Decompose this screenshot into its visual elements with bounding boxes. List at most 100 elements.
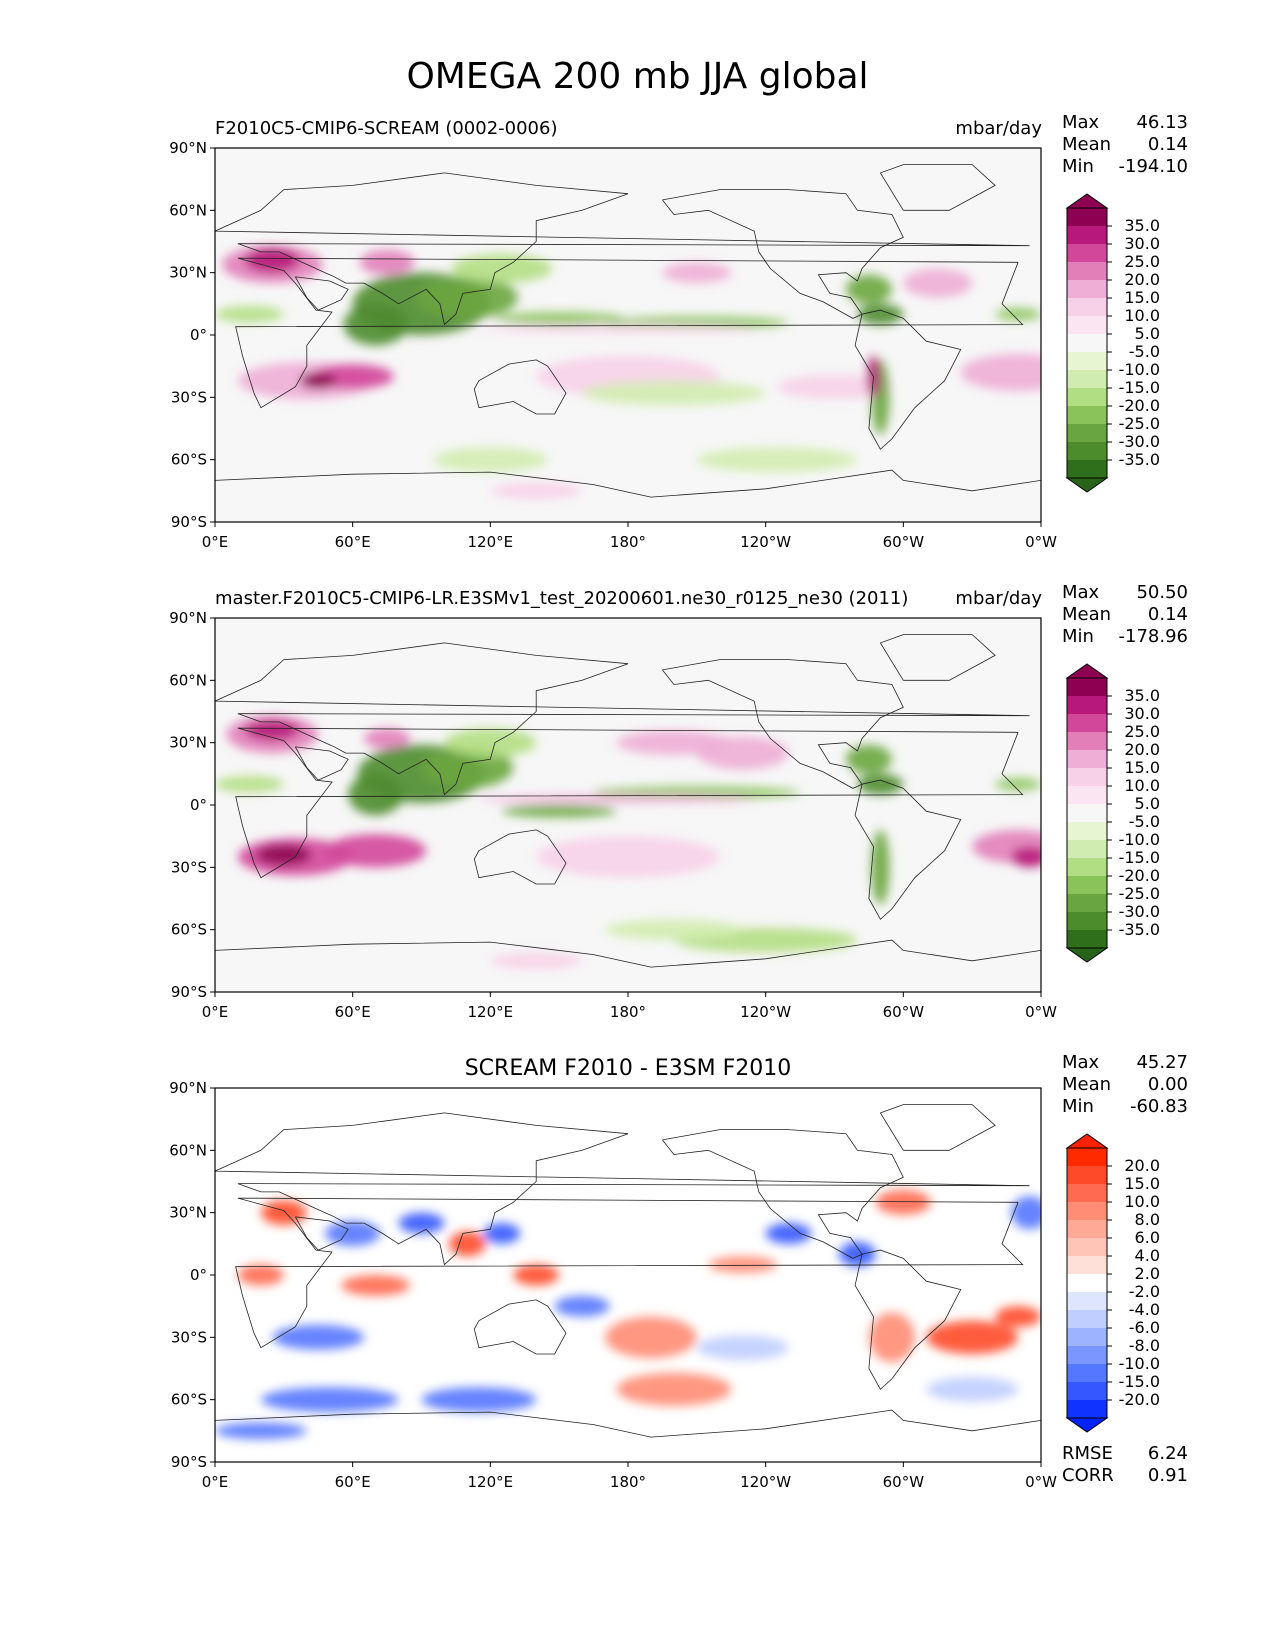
colorbar-segment	[1067, 1310, 1107, 1328]
colorbar-segment	[1067, 768, 1107, 786]
field-region	[260, 1387, 399, 1413]
colorbar-segment	[1067, 804, 1107, 822]
field-region	[708, 1256, 778, 1273]
colorbar-label: -10.0	[1119, 830, 1160, 849]
colorbar-segment	[1067, 1382, 1107, 1400]
panel-scream: F2010C5-CMIP6-SCREAM (0002-0006) mbar/da…	[0, 110, 1275, 580]
colorbar-label: -15.0	[1119, 848, 1160, 867]
coastline	[215, 469, 1041, 498]
x-tick-label: 0°W	[1025, 1003, 1057, 1021]
x-tick-label: 180°	[610, 1473, 646, 1491]
field-region	[605, 919, 743, 941]
x-tick-label: 60°W	[883, 1003, 925, 1021]
colorbar-label: -15.0	[1119, 1372, 1160, 1391]
coastline-layer	[215, 634, 1041, 968]
coastline	[215, 1409, 1041, 1438]
field-region	[777, 374, 892, 400]
coastline	[215, 172, 1030, 326]
colorbar-label: -4.0	[1129, 1300, 1160, 1319]
coastline	[662, 659, 904, 789]
colorbar-segment	[1067, 208, 1107, 226]
field-region	[926, 1320, 1019, 1354]
y-tick-label: 60°N	[169, 1141, 207, 1159]
colorbar-under-arrow	[1065, 477, 1109, 493]
coastline	[235, 727, 1024, 879]
colorbar-segment	[1067, 696, 1107, 714]
colorbar-segment	[1067, 388, 1107, 406]
colorbar-segment	[1067, 786, 1107, 804]
y-tick-label: 90°S	[171, 1453, 207, 1471]
field-region	[582, 380, 766, 406]
colorbar-frame	[1066, 677, 1108, 949]
stat-mean: Mean 0.14	[1062, 604, 1188, 625]
field-region	[995, 1306, 1041, 1327]
field-region	[364, 728, 411, 749]
field-region	[903, 268, 973, 298]
colorbar-segment	[1067, 912, 1107, 930]
colorbar-label: 20.0	[1124, 740, 1160, 759]
colorbar-segment	[1067, 1166, 1107, 1184]
colorbar-frame	[1066, 1147, 1108, 1419]
field-layer	[215, 164, 1041, 500]
field-region	[501, 805, 617, 818]
colorbar-under-arrow	[1065, 947, 1109, 963]
field-region	[1011, 1196, 1041, 1230]
colorbar-segment	[1067, 930, 1107, 948]
y-tick-label: 30°N	[169, 734, 207, 752]
colorbar-label: -5.0	[1129, 342, 1160, 361]
coastline	[854, 1249, 962, 1390]
map-plot: 90°N 60°N 30°N 0° 30°S 60°S 90°S 0°E 60°E 120°E 18…	[169, 610, 1160, 1021]
field-region	[995, 777, 1041, 791]
coastline	[473, 1299, 567, 1355]
coastline	[662, 1129, 904, 1259]
panel-title: F2010C5-CMIP6-SCREAM (0002-0006)	[215, 118, 558, 139]
stat-mean: Mean 0.00	[1062, 1074, 1188, 1095]
colorbar-segment	[1067, 876, 1107, 894]
field-region	[215, 305, 284, 323]
colorbar-segment	[1067, 894, 1107, 912]
colorbar-label: 15.0	[1124, 1174, 1160, 1193]
panel-units: mbar/day	[955, 588, 1042, 609]
coastline	[879, 1104, 996, 1151]
colorbar-label: -20.0	[1119, 396, 1160, 415]
colorbar-label: -25.0	[1119, 884, 1160, 903]
colorbar-segment	[1067, 424, 1107, 442]
field-region	[662, 262, 732, 284]
x-tick-label: 60°W	[883, 1473, 925, 1491]
coastline	[215, 939, 1041, 968]
coastline	[879, 164, 996, 211]
colorbar-label: 30.0	[1124, 234, 1160, 253]
field-region	[398, 1212, 445, 1234]
colorbar-segment	[1067, 714, 1107, 732]
field-region	[490, 482, 583, 500]
colorbar-segment	[1067, 1148, 1107, 1166]
y-tick-label: 60°S	[171, 1391, 207, 1409]
x-tick-label: 120°W	[740, 1473, 791, 1491]
field-region	[857, 303, 904, 325]
colorbar-over-arrow	[1065, 663, 1109, 679]
coastline	[854, 309, 962, 450]
y-tick-label: 30°S	[171, 388, 207, 406]
stat-rmse: RMSE 6.24	[1062, 1443, 1188, 1464]
colorbar-segment	[1067, 334, 1107, 352]
x-tick-label: 0°E	[202, 1473, 229, 1491]
field-region	[421, 746, 514, 789]
colorbar-segment	[1067, 370, 1107, 388]
field-region	[926, 1376, 1019, 1402]
stat-max: Max 45.27	[1062, 1052, 1188, 1073]
field-region	[960, 353, 1041, 392]
colorbar-segment	[1067, 298, 1107, 316]
colorbar-label: 5.0	[1135, 324, 1160, 343]
x-tick-label: 60°W	[883, 533, 925, 551]
colorbar-label: -5.0	[1129, 812, 1160, 831]
colorbar-label: -25.0	[1119, 414, 1160, 433]
field-region	[696, 447, 858, 473]
field-region	[244, 247, 300, 273]
field-region	[444, 728, 537, 758]
colorbar-label: 10.0	[1124, 1192, 1160, 1211]
coastline	[294, 1216, 349, 1251]
map-plot: 90°N 60°N 30°N 0° 30°S 60°S 90°S 0°E 60°E 120°E 18…	[169, 140, 1160, 551]
y-tick-label: 30°S	[171, 1328, 207, 1346]
coastline	[215, 1112, 1030, 1266]
field-region	[696, 736, 789, 770]
